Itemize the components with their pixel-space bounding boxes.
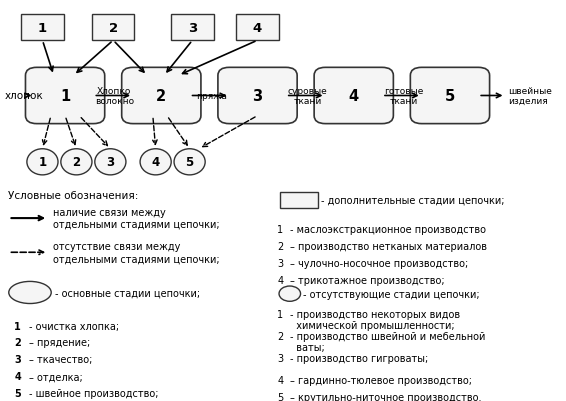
Text: Условные обозначения:: Условные обозначения:	[8, 190, 139, 200]
Ellipse shape	[279, 286, 301, 302]
Text: суровые
ткани: суровые ткани	[288, 87, 327, 106]
Text: – отделка;: – отделка;	[29, 371, 83, 381]
Text: 1: 1	[277, 225, 284, 235]
Text: 4: 4	[152, 156, 160, 169]
Text: Хлопко
волокно: Хлопко волокно	[95, 87, 134, 106]
FancyBboxPatch shape	[122, 68, 201, 124]
Text: 5: 5	[445, 89, 455, 104]
Bar	[280, 192, 318, 209]
Text: 2: 2	[277, 241, 284, 251]
Text: - швейное производство;: - швейное производство;	[29, 388, 159, 398]
Text: 2: 2	[14, 338, 21, 348]
FancyBboxPatch shape	[410, 68, 490, 124]
Text: - производство швейной и мебельной
  ваты;: - производство швейной и мебельной ваты;	[290, 331, 485, 352]
Text: – производство нетканых материалов: – производство нетканых материалов	[290, 241, 487, 251]
Bar	[237, 15, 279, 41]
Text: готовые
ткани: готовые ткани	[384, 87, 423, 106]
Text: хлопок: хлопок	[5, 91, 43, 101]
Text: 2: 2	[277, 331, 284, 341]
Text: 4: 4	[349, 89, 359, 104]
Text: 3: 3	[277, 258, 284, 268]
Text: пряжа: пряжа	[196, 92, 226, 101]
Text: 5: 5	[277, 392, 284, 401]
Text: 4: 4	[14, 371, 21, 381]
Text: - производство гигроваты;: - производство гигроваты;	[290, 353, 428, 363]
Text: 3: 3	[277, 353, 284, 363]
Text: 4: 4	[253, 22, 262, 34]
Text: – гардинно-тюлевое производство;: – гардинно-тюлевое производство;	[290, 375, 472, 385]
Text: - производство некоторых видов
  химической промышленности;: - производство некоторых видов химическо…	[290, 309, 460, 330]
Text: 5: 5	[14, 388, 21, 398]
Text: 3: 3	[188, 22, 197, 34]
Text: 3: 3	[252, 89, 263, 104]
Text: – чулочно-носочное производство;: – чулочно-носочное производство;	[290, 258, 468, 268]
Bar	[22, 15, 63, 41]
Text: 2: 2	[156, 89, 166, 104]
Text: швейные
изделия: швейные изделия	[508, 87, 552, 106]
Ellipse shape	[27, 149, 58, 176]
Bar	[92, 15, 135, 41]
Text: наличие связи между
отдельными стадиями цепочки;: наличие связи между отдельными стадиями …	[53, 208, 219, 229]
FancyBboxPatch shape	[25, 68, 105, 124]
Text: - отсутствующие стадии цепочки;: - отсутствующие стадии цепочки;	[303, 289, 480, 299]
Text: - маслоэкстракционное производство: - маслоэкстракционное производство	[290, 225, 486, 235]
FancyBboxPatch shape	[314, 68, 393, 124]
Text: - дополнительные стадии цепочки;: - дополнительные стадии цепочки;	[321, 196, 505, 205]
Text: отсутствие связи между
отдельными стадиями цепочки;: отсутствие связи между отдельными стадия…	[53, 242, 219, 263]
Text: 1: 1	[60, 89, 70, 104]
Text: 5: 5	[186, 156, 194, 169]
Ellipse shape	[61, 149, 92, 176]
Text: 3: 3	[14, 354, 21, 365]
Text: - очистка хлопка;: - очистка хлопка;	[29, 321, 119, 331]
Text: 1: 1	[38, 156, 46, 169]
Text: 2: 2	[109, 22, 118, 34]
Text: – прядение;: – прядение;	[29, 338, 91, 348]
Bar	[171, 15, 214, 41]
Text: – трикотажное производство;: – трикотажное производство;	[290, 275, 444, 285]
Ellipse shape	[174, 149, 205, 176]
FancyBboxPatch shape	[218, 68, 297, 124]
Ellipse shape	[9, 282, 51, 304]
Text: 2: 2	[72, 156, 80, 169]
Text: - основные стадии цепочки;: - основные стадии цепочки;	[55, 288, 200, 298]
Ellipse shape	[140, 149, 171, 176]
Ellipse shape	[95, 149, 126, 176]
Text: – ткачество;: – ткачество;	[29, 354, 93, 365]
Text: – крутильно-ниточное производство.: – крутильно-ниточное производство.	[290, 392, 481, 401]
Text: 4: 4	[277, 275, 284, 285]
Text: 3: 3	[106, 156, 114, 169]
Text: 1: 1	[277, 309, 284, 319]
Text: 1: 1	[38, 22, 47, 34]
Text: 4: 4	[277, 375, 284, 385]
Text: 1: 1	[14, 321, 21, 331]
